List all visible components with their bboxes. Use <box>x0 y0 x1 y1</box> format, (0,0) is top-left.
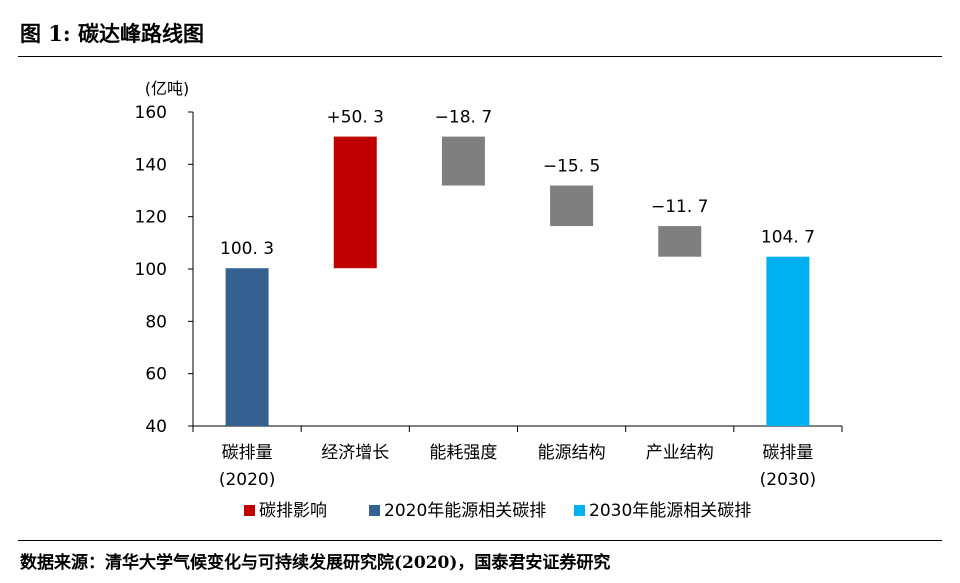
x-category-label-line: 能耗强度 <box>429 443 497 463</box>
x-category-label: 碳排量 (2030) <box>760 443 817 490</box>
legend: 碳排影响 2020年能源相关碳排 2030年能源相关碳排 <box>244 501 751 521</box>
legend-label: 碳排影响 <box>259 501 327 521</box>
waterfall-chart: (亿吨) 40 60 80 100 120 140 160 碳排量 (2020) 经济增长 能耗强度… <box>135 79 843 521</box>
bar-value-label: −11. 7 <box>651 197 709 217</box>
x-category-label: 碳排量 (2020) <box>219 443 276 490</box>
waterfall-bar <box>658 226 702 257</box>
waterfall-bar <box>333 136 377 269</box>
bars: 100. 3 +50. 3 −18. 7 −15. 5 −11. 7 104. 7 <box>220 108 815 426</box>
x-category-label: 经济增长 <box>321 443 389 463</box>
x-category-label-line: (2030) <box>760 470 817 490</box>
x-category-label-line: 经济增长 <box>321 443 389 463</box>
bar-value-label: 104. 7 <box>761 228 815 248</box>
x-category-label: 能源结构 <box>538 443 606 463</box>
x-category-label: 能耗强度 <box>429 443 497 463</box>
y-tick-label: 100 <box>135 260 167 280</box>
y-tick-label: 120 <box>135 208 167 228</box>
y-axis-unit-label: (亿吨) <box>145 79 190 98</box>
y-tick-label: 60 <box>145 365 167 385</box>
y-tick-label: 40 <box>145 417 167 437</box>
x-category-label: 产业结构 <box>646 443 714 463</box>
x-category-label-line: 能源结构 <box>538 443 606 463</box>
waterfall-bar <box>766 256 810 426</box>
waterfall-bar <box>441 136 485 186</box>
legend-swatch <box>574 505 585 516</box>
bar-value-label: −18. 7 <box>435 108 493 128</box>
legend-swatch <box>369 505 380 516</box>
y-tick-label: 160 <box>135 103 167 123</box>
figure-title: 图 1: 碳达峰路线图 <box>20 21 204 46</box>
source-note: 数据来源：清华大学气候变化与可持续发展研究院(2020)，国泰君安证券研究 <box>20 553 611 573</box>
bar-value-label: 100. 3 <box>220 239 274 259</box>
legend-label: 2030年能源相关碳排 <box>589 501 751 521</box>
x-category-label-line: 碳排量 <box>762 443 813 463</box>
top-rule <box>18 56 942 57</box>
legend-label: 2020年能源相关碳排 <box>384 501 546 521</box>
x-category-label-line: 产业结构 <box>646 443 714 463</box>
y-tick-label: 140 <box>135 155 167 175</box>
y-tick-label: 80 <box>145 312 167 332</box>
waterfall-bar <box>550 185 594 227</box>
waterfall-bar <box>225 268 269 426</box>
bar-value-label: −15. 5 <box>543 157 601 177</box>
x-category-label-line: (2020) <box>219 470 276 490</box>
bar-value-label: +50. 3 <box>327 108 385 128</box>
axes: 40 60 80 100 120 140 160 碳排量 (2020) 经济增长 能耗强度 能源结构 产… <box>135 103 843 490</box>
legend-swatch <box>244 505 255 516</box>
bottom-rule <box>18 540 942 541</box>
x-category-label-line: 碳排量 <box>222 443 273 463</box>
